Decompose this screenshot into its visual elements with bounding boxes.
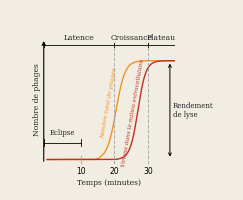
Text: Plateau: Plateau bbox=[147, 34, 176, 42]
Text: Rendement
de lyse: Rendement de lyse bbox=[173, 102, 213, 119]
Text: Eclipse: Eclipse bbox=[50, 129, 75, 137]
Y-axis label: Nombre de phages: Nombre de phages bbox=[33, 64, 41, 136]
X-axis label: Temps (minutes): Temps (minutes) bbox=[77, 179, 141, 187]
Text: Latence: Latence bbox=[64, 34, 95, 42]
Text: Croissance: Croissance bbox=[110, 34, 152, 42]
Text: Nombre total de phages: Nombre total de phages bbox=[101, 67, 118, 139]
Text: Virions dans le milieu extracellulaire: Virions dans le milieu extracellulaire bbox=[121, 58, 145, 167]
